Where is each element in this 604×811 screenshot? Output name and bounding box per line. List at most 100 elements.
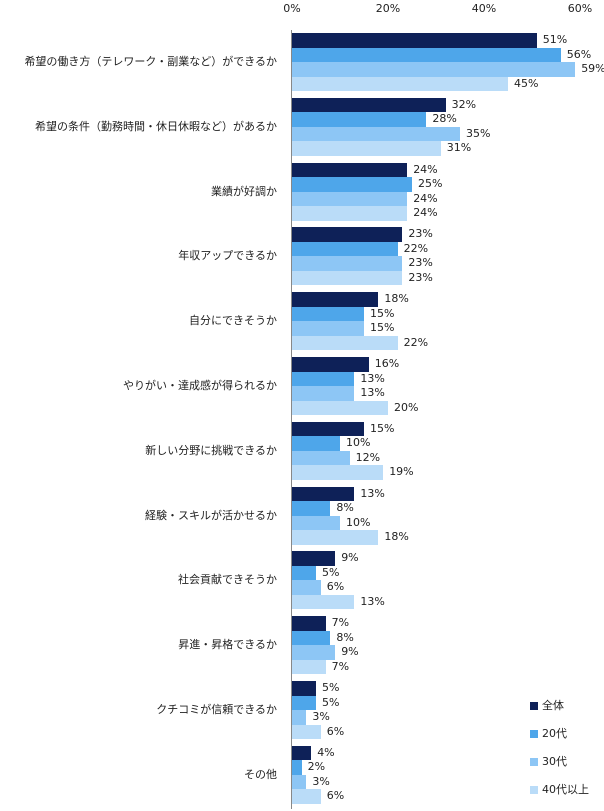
value-label: 2% bbox=[307, 760, 326, 774]
value-label: 5% bbox=[322, 681, 340, 694]
value-label: 7% bbox=[331, 616, 350, 630]
bar bbox=[292, 421, 364, 437]
bar bbox=[292, 681, 316, 696]
value-label: 10% bbox=[346, 436, 371, 450]
legend-item: 全体 bbox=[530, 700, 564, 712]
category-label: 社会貢献できそうか bbox=[178, 573, 277, 587]
value-label: 15% bbox=[370, 306, 395, 320]
category-label: やりがい・達成感が得られるか bbox=[123, 379, 277, 392]
category-group: 昇進・昇格できるか 7% 8% 9% 7% bbox=[0, 616, 604, 681]
bar bbox=[292, 256, 403, 271]
value-label: 4% bbox=[317, 745, 335, 759]
bar bbox=[292, 162, 408, 178]
bar bbox=[292, 62, 576, 77]
category-label: 年収アップできるか bbox=[178, 249, 277, 263]
bar bbox=[292, 177, 412, 192]
value-label: 15% bbox=[370, 421, 395, 435]
legend-swatch-icon bbox=[530, 786, 538, 794]
bar bbox=[292, 515, 340, 531]
value-label: 51% bbox=[542, 33, 568, 46]
bar bbox=[292, 76, 508, 91]
value-label: 10% bbox=[346, 515, 371, 529]
value-label: 13% bbox=[360, 371, 385, 385]
category-group: その他 4% 2% 3% 6% bbox=[0, 745, 604, 811]
category-group: 希望の条件（勤務時間・休日休暇など）があるか 32% 28% 35% 31% bbox=[0, 97, 604, 163]
bar bbox=[292, 789, 321, 804]
bar bbox=[292, 141, 441, 156]
x-tick-label: 40% bbox=[471, 2, 497, 15]
value-label: 18% bbox=[384, 530, 409, 544]
x-tick-label: 0% bbox=[283, 2, 301, 15]
value-label: 9% bbox=[341, 645, 359, 659]
value-label: 15% bbox=[370, 321, 395, 335]
value-label: 3% bbox=[312, 774, 330, 788]
bar bbox=[292, 695, 316, 710]
value-label: 6% bbox=[326, 724, 345, 738]
category-label: 経験・スキルが活かせるか bbox=[145, 508, 277, 522]
value-label: 5% bbox=[322, 565, 340, 579]
bar bbox=[292, 335, 398, 351]
category-group: 年収アップできるか 23% 22% 23% 23% bbox=[0, 227, 604, 292]
value-label: 35% bbox=[466, 126, 491, 140]
bar bbox=[292, 760, 302, 775]
bar bbox=[292, 270, 403, 286]
legend-label: 30代 bbox=[542, 755, 567, 768]
bar bbox=[292, 645, 336, 660]
bar bbox=[292, 659, 326, 675]
legend-label: 20代 bbox=[542, 727, 567, 740]
value-label: 13% bbox=[360, 594, 385, 608]
category-label: クチコミが信頼できるか bbox=[156, 703, 277, 716]
legend-item: 20代 bbox=[530, 728, 567, 740]
category-label: 業績が好調か bbox=[211, 184, 277, 198]
value-label: 59% bbox=[581, 62, 604, 75]
bar bbox=[292, 47, 561, 62]
legend-label: 全体 bbox=[542, 699, 564, 712]
value-label: 18% bbox=[384, 292, 409, 306]
bar bbox=[292, 501, 331, 516]
bar bbox=[292, 400, 388, 415]
value-label: 22% bbox=[403, 335, 429, 349]
bar bbox=[292, 486, 355, 502]
bar bbox=[292, 306, 364, 322]
value-label: 6% bbox=[326, 580, 345, 594]
bar bbox=[292, 191, 408, 207]
bar bbox=[292, 126, 460, 142]
bar bbox=[292, 616, 326, 631]
category-label: 希望の働き方（テレワーク・副業など）ができるか bbox=[24, 55, 277, 68]
legend-label: 40代以上 bbox=[542, 783, 589, 796]
bar bbox=[292, 436, 340, 451]
value-label: 8% bbox=[336, 630, 354, 644]
category-group: 希望の働き方（テレワーク・副業など）ができるか 51% 56% 59% 45% bbox=[0, 33, 604, 98]
x-tick-label: 60% bbox=[567, 2, 593, 15]
category-group: やりがい・達成感が得られるか 16% 13% 13% 20% bbox=[0, 357, 604, 422]
category-label: 希望の条件（勤務時間・休日休暇など）があるか bbox=[35, 119, 277, 133]
value-label: 5% bbox=[322, 695, 340, 709]
bar bbox=[292, 321, 364, 336]
category-group: 業績が好調か 24% 25% 24% 24% bbox=[0, 162, 604, 228]
value-label: 23% bbox=[408, 256, 433, 270]
value-label: 20% bbox=[394, 400, 419, 414]
category-label: 自分にできそうか bbox=[189, 314, 277, 328]
bar bbox=[292, 551, 336, 566]
value-label: 19% bbox=[389, 465, 414, 479]
value-label: 25% bbox=[418, 177, 443, 191]
bar bbox=[292, 206, 408, 221]
bar bbox=[292, 357, 369, 372]
category-group: 社会貢献できそうか 9% 5% 6% 13% bbox=[0, 551, 604, 616]
category-group: 経験・スキルが活かせるか 13% 8% 10% 18% bbox=[0, 486, 604, 552]
bar bbox=[292, 630, 331, 646]
value-label: 13% bbox=[360, 486, 385, 500]
bar bbox=[292, 227, 403, 242]
value-label: 45% bbox=[514, 76, 539, 90]
bar bbox=[292, 774, 307, 790]
bar bbox=[292, 724, 321, 739]
value-label: 31% bbox=[446, 141, 472, 155]
value-label: 56% bbox=[566, 47, 592, 61]
bar bbox=[292, 386, 355, 401]
bar bbox=[292, 371, 355, 386]
value-label: 24% bbox=[413, 191, 438, 205]
value-label: 28% bbox=[432, 112, 457, 126]
value-label: 3% bbox=[312, 710, 330, 723]
legend-swatch-icon bbox=[530, 758, 538, 766]
